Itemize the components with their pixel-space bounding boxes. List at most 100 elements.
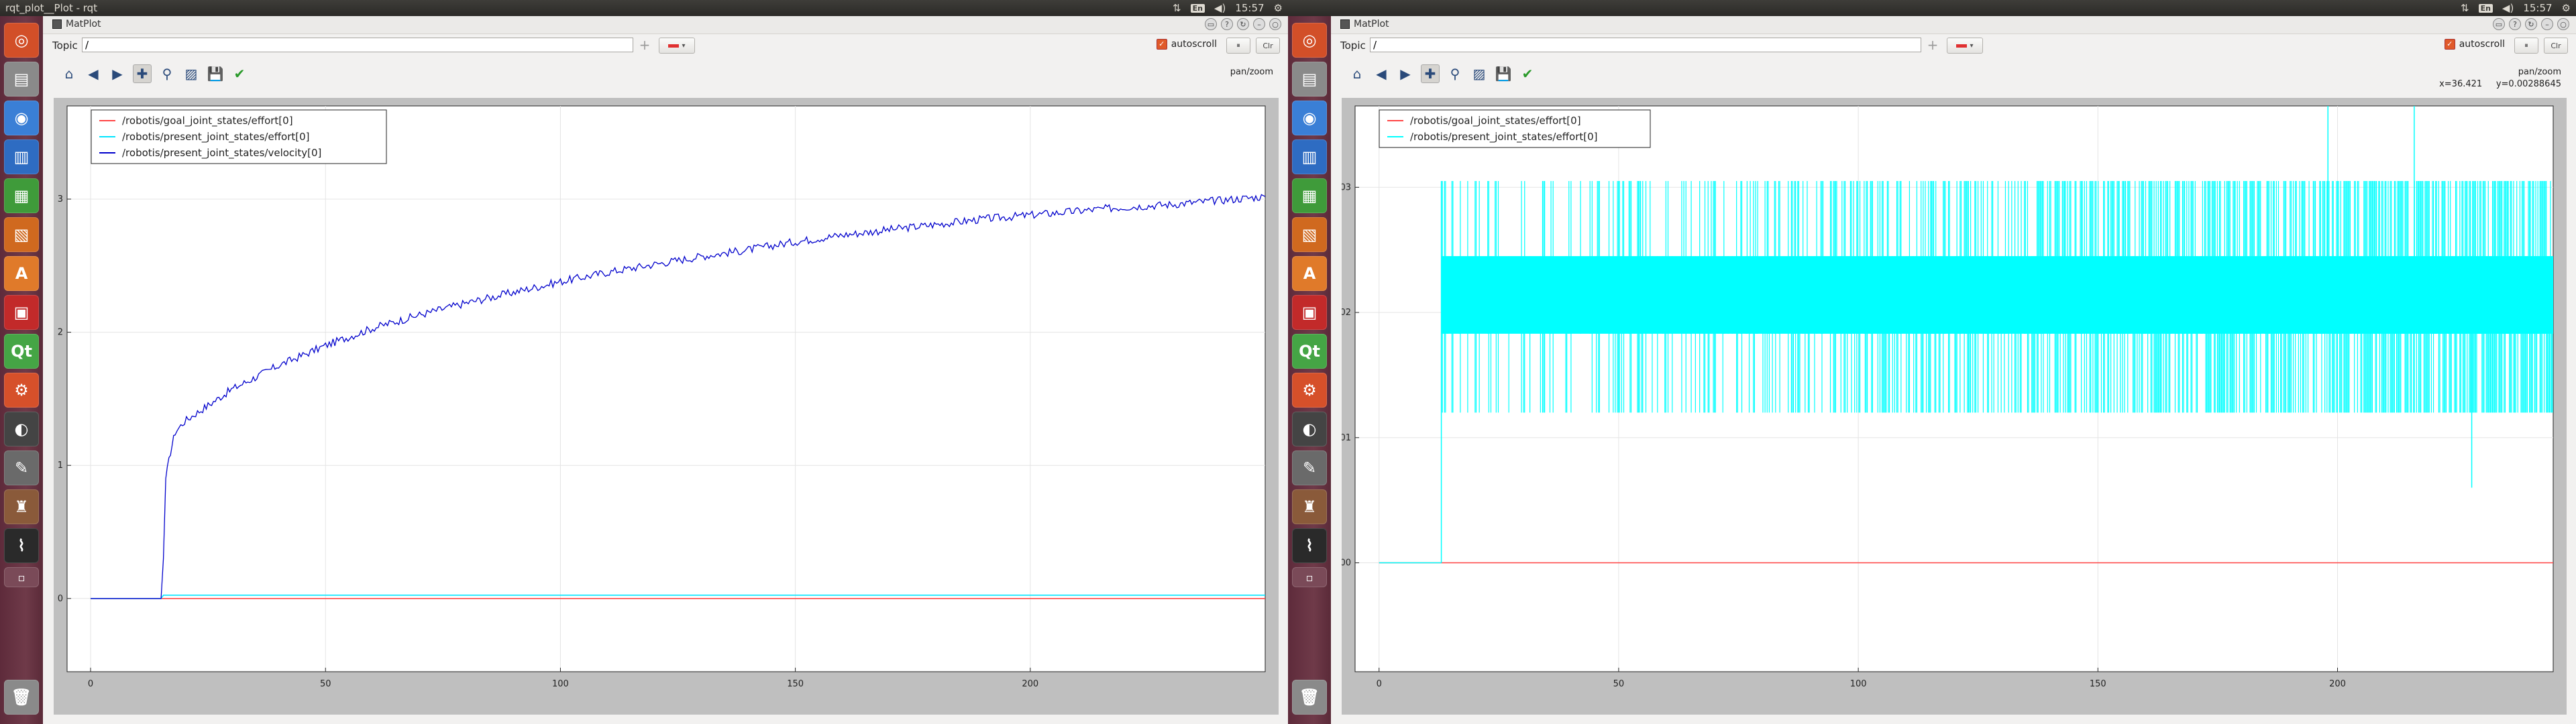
plugin-controls: ▭ ? ↻ – ○ xyxy=(1205,18,1281,30)
keyboard-indicator[interactable]: En xyxy=(2478,3,2493,13)
y-tick-label: 0.03 xyxy=(1342,182,1351,192)
help-icon[interactable]: ? xyxy=(2509,18,2521,30)
plot-canvas[interactable]: 0 50 100 150 200 0 1 2 3/robotis/goal_joint_stat… xyxy=(54,98,1279,715)
add-topic-button[interactable]: + xyxy=(639,37,651,53)
save-icon[interactable]: 💾 xyxy=(1495,66,1512,82)
minimize-icon[interactable]: – xyxy=(2541,18,2553,30)
configure-subplots-icon[interactable]: ▨ xyxy=(1472,66,1486,82)
home-icon[interactable]: ⌂ xyxy=(64,66,74,82)
impress-icon[interactable]: ▧ xyxy=(4,217,39,252)
workspace-switcher-icon[interactable]: ▫ xyxy=(1292,567,1327,587)
remove-topic-button[interactable]: ▾ xyxy=(1947,38,1983,54)
reload-icon[interactable]: ↻ xyxy=(2525,18,2537,30)
system-monitor-icon[interactable]: ▣ xyxy=(1292,295,1327,330)
chrome-icon[interactable]: ◉ xyxy=(1292,101,1327,135)
topic-input[interactable] xyxy=(82,38,633,52)
software-center-icon[interactable]: A xyxy=(4,256,39,291)
pause-button[interactable]: ⏸ xyxy=(1226,38,1250,54)
ubuntu-dash-icon[interactable]: ◎ xyxy=(1292,23,1327,58)
plugin-titlebar: MatPlot ▭ ? ↻ – ○ xyxy=(43,16,1288,34)
close-icon[interactable]: ○ xyxy=(1269,18,1281,30)
workspace-switcher-icon[interactable]: ▫ xyxy=(4,567,39,587)
configure-subplots-icon[interactable]: ▨ xyxy=(184,66,198,82)
minimize-icon[interactable]: – xyxy=(1253,18,1265,30)
autoscroll-checkbox[interactable]: ✓ xyxy=(2444,39,2455,50)
matplotlib-toolbar: ⌂ ◀ ▶ ✚ ⚲ ▨ 💾 ✔ xyxy=(1348,64,1536,83)
clear-button[interactable]: Clr xyxy=(1256,38,1280,54)
settings-gear-icon[interactable]: ⚙ xyxy=(1273,2,1283,14)
settings-gear-icon[interactable]: ⚙ xyxy=(2561,2,2571,14)
legend-label: /robotis/present_joint_states/effort[0] xyxy=(122,131,310,143)
keyboard-indicator[interactable]: En xyxy=(1190,3,1205,13)
rviz-icon[interactable]: ♜ xyxy=(1292,489,1327,524)
trash-icon[interactable]: 🗑 xyxy=(4,680,39,715)
close-icon[interactable]: ○ xyxy=(2557,18,2569,30)
writer-icon[interactable]: ▥ xyxy=(4,139,39,174)
trash-icon[interactable]: 🗑 xyxy=(1292,680,1327,715)
autoscroll-checkbox[interactable]: ✓ xyxy=(1156,39,1167,50)
system-settings-icon[interactable]: ⚙ xyxy=(4,373,39,408)
dock-icon[interactable]: ▭ xyxy=(2493,18,2505,30)
sound-icon[interactable]: ◀) xyxy=(1214,2,1226,14)
clock[interactable]: 15:57 xyxy=(1235,2,1265,14)
text-editor-icon[interactable]: ✎ xyxy=(1292,450,1327,485)
left-screen: rqt_plot__Plot - rqt ⇅ En ◀) 15:57 ⚙ ◎ ▤ ◉… xyxy=(0,0,1288,724)
forward-icon[interactable]: ▶ xyxy=(112,66,123,82)
forward-icon[interactable]: ▶ xyxy=(1400,66,1411,82)
home-icon[interactable]: ⌂ xyxy=(1352,66,1362,82)
chrome-icon[interactable]: ◉ xyxy=(4,101,39,135)
plot-figure[interactable]: 0 50 100 150 200 0 1 2 3/robotis/goal_joint_stat… xyxy=(54,98,1279,715)
topic-label: Topic xyxy=(1340,40,1366,52)
sound-icon[interactable]: ◀) xyxy=(2502,2,2514,14)
remove-topic-button[interactable]: ▾ xyxy=(659,38,695,54)
zoom-icon[interactable]: ⚲ xyxy=(1450,66,1460,82)
rviz-icon[interactable]: ♜ xyxy=(4,489,39,524)
edit-axis-icon[interactable]: ✔ xyxy=(1521,66,1534,82)
legend: /robotis/goal_joint_states/effort[0] /rob… xyxy=(1379,109,1651,148)
edit-axis-icon[interactable]: ✔ xyxy=(233,66,246,82)
ubuntu-dash-icon[interactable]: ◎ xyxy=(4,23,39,58)
calc-icon[interactable]: ▦ xyxy=(1292,178,1327,213)
software-center-icon[interactable]: A xyxy=(1292,256,1327,291)
back-icon[interactable]: ◀ xyxy=(88,66,99,82)
legend-box xyxy=(91,109,387,164)
impress-icon[interactable]: ▧ xyxy=(1292,217,1327,252)
help-icon[interactable]: ? xyxy=(1221,18,1233,30)
system-monitor-icon[interactable]: ▣ xyxy=(4,295,39,330)
network-icon[interactable]: ⇅ xyxy=(1172,2,1181,14)
calc-icon[interactable]: ▦ xyxy=(4,178,39,213)
x-tick-label: 0 xyxy=(1377,679,1382,689)
pan-zoom-label: pan/zoom xyxy=(1230,67,1273,77)
system-settings-icon[interactable]: ⚙ xyxy=(1292,373,1327,408)
qt-creator-icon[interactable]: Qt xyxy=(4,334,39,369)
reload-icon[interactable]: ↻ xyxy=(1237,18,1249,30)
text-editor-icon[interactable]: ✎ xyxy=(4,450,39,485)
save-icon[interactable]: 💾 xyxy=(207,66,224,82)
file-manager-icon[interactable]: ▤ xyxy=(1292,62,1327,97)
writer-icon[interactable]: ▥ xyxy=(1292,139,1327,174)
add-topic-button[interactable]: + xyxy=(1927,37,1939,53)
eye-icon[interactable]: ◐ xyxy=(1292,412,1327,446)
plot-canvas[interactable]: 0 50 100 150 200 0.00 0.01 0.02 0.03/robotis/goa… xyxy=(1342,98,2567,715)
clear-button[interactable]: Clr xyxy=(2544,38,2568,54)
pan-icon[interactable]: ✚ xyxy=(133,64,152,83)
network-icon[interactable]: ⇅ xyxy=(2460,2,2469,14)
file-manager-icon[interactable]: ▤ xyxy=(4,62,39,97)
zoom-icon[interactable]: ⚲ xyxy=(162,66,172,82)
top-panel: ⇅ En ◀) 15:57 ⚙ xyxy=(1288,0,2576,16)
pan-icon[interactable]: ✚ xyxy=(1421,64,1440,83)
pause-button[interactable]: ⏸ xyxy=(2514,38,2538,54)
terminal-monitor-icon[interactable]: ⌇ xyxy=(4,528,39,563)
dock-icon[interactable]: ▭ xyxy=(1205,18,1217,30)
back-icon[interactable]: ◀ xyxy=(1376,66,1387,82)
eye-icon[interactable]: ◐ xyxy=(4,412,39,446)
plot-figure[interactable]: 0 50 100 150 200 0.00 0.01 0.02 0.03/robotis/goa… xyxy=(1342,98,2567,715)
terminal-monitor-icon[interactable]: ⌇ xyxy=(1292,528,1327,563)
y-tick-label: 3 xyxy=(58,194,63,204)
qt-creator-icon[interactable]: Qt xyxy=(1292,334,1327,369)
topic-input[interactable] xyxy=(1370,38,1921,52)
autoscroll-toggle[interactable]: ✓ autoscroll xyxy=(1156,39,1217,50)
clock[interactable]: 15:57 xyxy=(2523,2,2553,14)
top-panel: rqt_plot__Plot - rqt ⇅ En ◀) 15:57 ⚙ xyxy=(0,0,1288,16)
autoscroll-toggle[interactable]: ✓ autoscroll xyxy=(2444,39,2505,50)
